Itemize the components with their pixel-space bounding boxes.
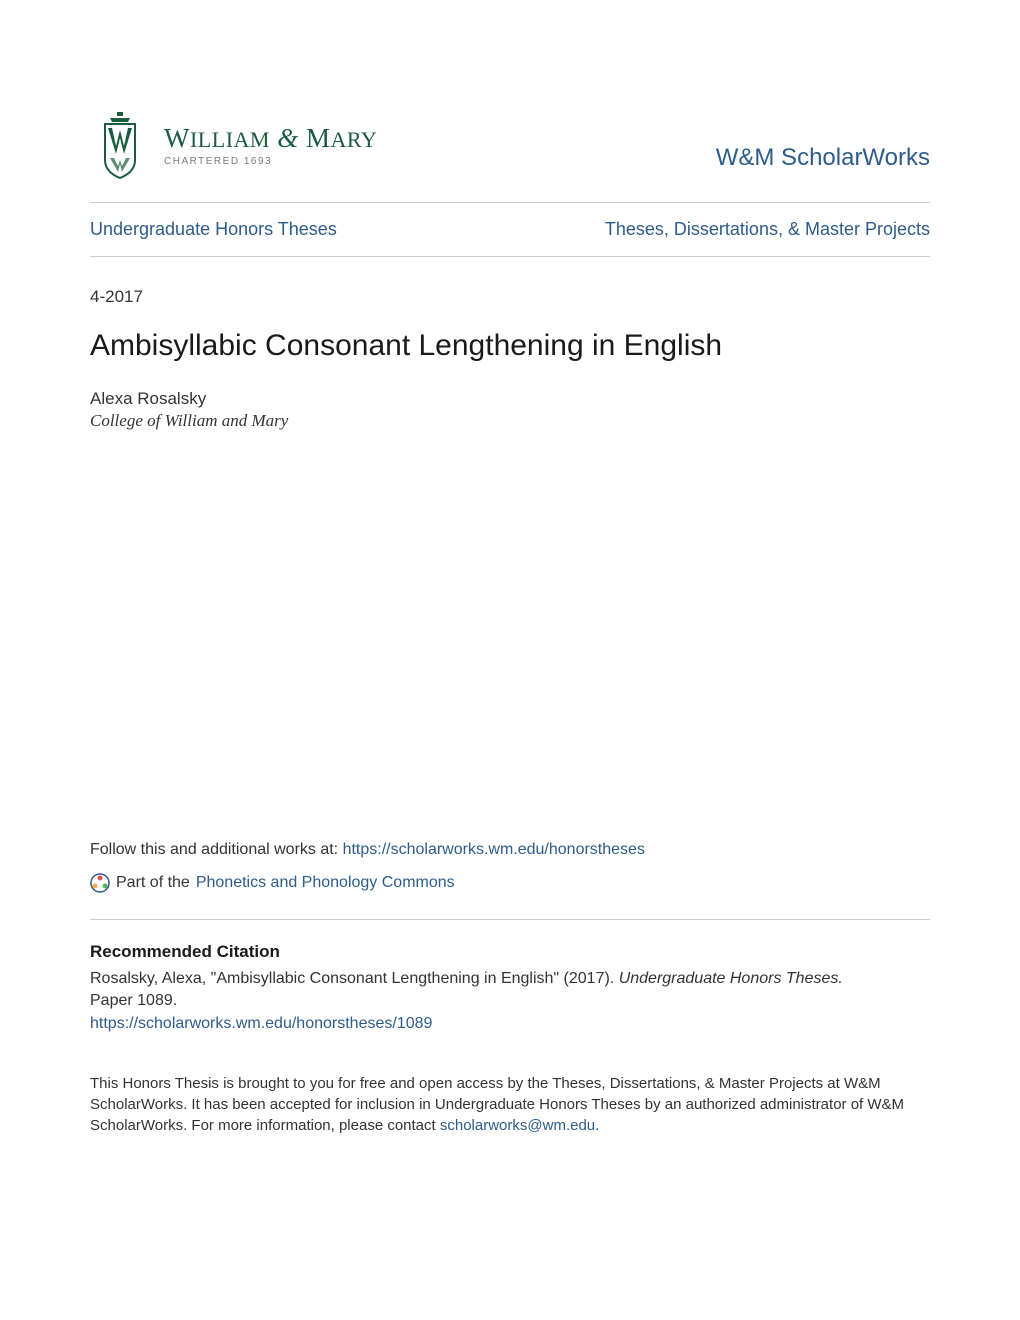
citation-url-link[interactable]: https://scholarworks.wm.edu/honorstheses… — [90, 1015, 930, 1033]
partof-line: Part of the Phonetics and Phonology Comm… — [90, 873, 930, 893]
site-title-link[interactable]: W&M ScholarWorks — [716, 144, 930, 180]
partof-link[interactable]: Phonetics and Phonology Commons — [196, 874, 455, 892]
follow-url-link[interactable]: https://scholarworks.wm.edu/honorstheses — [343, 841, 645, 858]
partof-prefix: Part of the — [116, 874, 190, 892]
footer-text: This Honors Thesis is brought to you for… — [90, 1073, 930, 1136]
citation-body: Rosalsky, Alexa, "Ambisyllabic Consonant… — [90, 968, 930, 1013]
publication-date: 4-2017 — [90, 287, 930, 307]
citation-text-2: Paper 1089. — [90, 992, 177, 1009]
nav-row: Undergraduate Honors Theses Theses, Diss… — [90, 203, 930, 256]
author-name: Alexa Rosalsky — [90, 389, 930, 409]
chartered-text: CHARTERED 1693 — [164, 156, 377, 167]
follow-prefix: Follow this and additional works at: — [90, 841, 343, 858]
divider-nav — [90, 256, 930, 257]
content-spacer — [90, 431, 930, 841]
institution-name: WILLIAM & MARY — [164, 123, 377, 154]
crest-icon — [90, 110, 150, 180]
contact-email-link[interactable]: scholarworks@wm.edu — [440, 1117, 595, 1134]
logo-text-group: WILLIAM & MARY CHARTERED 1693 — [164, 123, 377, 167]
author-affiliation: College of William and Mary — [90, 411, 930, 431]
nav-right-link[interactable]: Theses, Dissertations, & Master Projects — [605, 219, 930, 240]
divider-citation — [90, 919, 930, 920]
paper-title: Ambisyllabic Consonant Lengthening in En… — [90, 329, 930, 363]
citation-italic: Undergraduate Honors Theses. — [619, 970, 843, 987]
follow-line: Follow this and additional works at: htt… — [90, 841, 930, 859]
institution-logo: WILLIAM & MARY CHARTERED 1693 — [90, 110, 377, 180]
network-icon — [90, 873, 110, 893]
citation-text-1: Rosalsky, Alexa, "Ambisyllabic Consonant… — [90, 970, 619, 987]
footer-period: . — [595, 1117, 599, 1134]
header-row: WILLIAM & MARY CHARTERED 1693 W&M Schola… — [90, 110, 930, 180]
citation-heading: Recommended Citation — [90, 942, 930, 962]
nav-left-link[interactable]: Undergraduate Honors Theses — [90, 219, 337, 240]
